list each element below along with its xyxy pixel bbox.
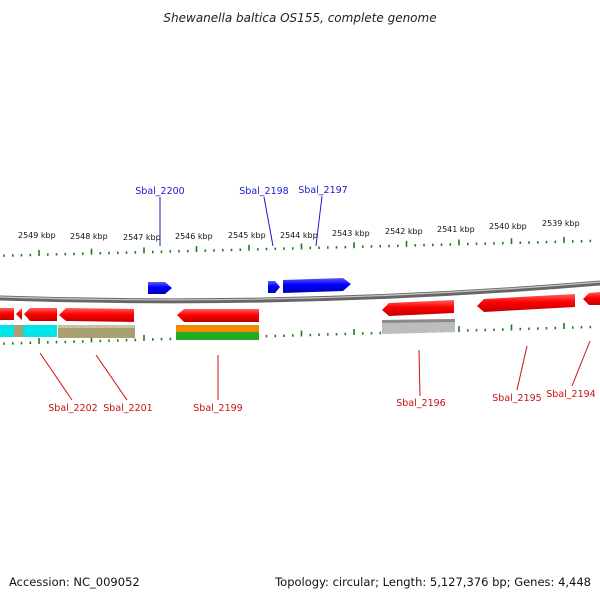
scale-label: 2541 kbp xyxy=(437,225,475,234)
scale-label: 2548 kbp xyxy=(70,232,108,241)
gene-arrow-partial-left[interactable] xyxy=(0,308,14,320)
gene-arrow-small[interactable] xyxy=(16,308,22,320)
scale-label: 2545 kbp xyxy=(228,231,266,240)
feature-band-cyan[interactable] xyxy=(0,325,14,337)
feature-band-green[interactable] xyxy=(176,332,259,340)
gene-labels: Sbal_2200 Sbal_2198 Sbal_2197 Sbal_2202 … xyxy=(48,185,595,414)
scale-label: 2546 kbp xyxy=(175,232,213,241)
gene-label[interactable]: Sbal_2196 xyxy=(396,398,445,409)
gene-arrow-sbal-2194[interactable] xyxy=(583,292,600,305)
scale-label: 2547 kbp xyxy=(123,233,161,242)
scale-label: 2539 kbp xyxy=(542,219,580,228)
scale-labels: 2549 kbp 2548 kbp 2547 kbp 2546 kbp 2545… xyxy=(18,219,580,242)
gene-arrow-sbal-2195[interactable] xyxy=(477,294,575,312)
feature-band-orange[interactable] xyxy=(176,325,259,332)
feature-bands xyxy=(0,319,455,340)
gene-arrow-sbal-2200[interactable] xyxy=(148,282,172,294)
gene-label[interactable]: Sbal_2201 xyxy=(103,403,152,414)
feature-band-cyan[interactable] xyxy=(23,325,57,337)
scale-label: 2542 kbp xyxy=(385,227,423,236)
gene-label[interactable]: Sbal_2199 xyxy=(193,403,242,414)
scale-label: 2549 kbp xyxy=(18,231,56,240)
gene-label[interactable]: Sbal_2197 xyxy=(298,185,347,196)
reverse-genes xyxy=(0,292,600,322)
scale-label: 2544 kbp xyxy=(280,231,318,240)
gene-arrow-sbal-2198[interactable] xyxy=(268,281,280,293)
gene-label[interactable]: Sbal_2202 xyxy=(48,403,97,414)
gene-arrow-sbal-2201[interactable] xyxy=(59,308,134,322)
genome-backbone xyxy=(0,280,600,304)
gene-label[interactable]: Sbal_2194 xyxy=(546,389,595,400)
gene-label[interactable]: Sbal_2195 xyxy=(492,393,541,404)
gene-arrow-sbal-2196[interactable] xyxy=(382,300,454,316)
gene-arrow-sbal-2197[interactable] xyxy=(283,278,351,293)
gene-label[interactable]: Sbal_2200 xyxy=(135,186,184,197)
gene-label[interactable]: Sbal_2198 xyxy=(239,186,288,197)
scale-label: 2543 kbp xyxy=(332,229,370,238)
feature-band-olive[interactable] xyxy=(58,325,135,338)
map-title: Shewanella baltica OS155, complete genom… xyxy=(163,11,436,25)
scale-ticks-top xyxy=(3,236,592,257)
forward-genes xyxy=(148,278,351,294)
gene-arrow-sbal-2199[interactable] xyxy=(177,309,259,322)
gene-arrow-sbal-2202[interactable] xyxy=(24,308,57,321)
accession-text: Accession: NC_009052 xyxy=(9,575,140,589)
gene-callouts xyxy=(39,195,591,401)
topology-text: Topology: circular; Length: 5,127,376 bp… xyxy=(275,575,591,589)
scale-label: 2540 kbp xyxy=(489,222,527,231)
feature-band-olive[interactable] xyxy=(14,325,23,337)
